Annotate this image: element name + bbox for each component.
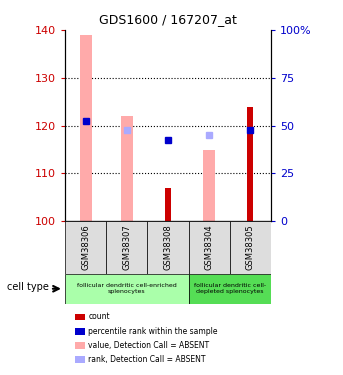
Text: follicular dendritic cell-enriched
splenocytes: follicular dendritic cell-enriched splen…	[77, 284, 177, 294]
Text: rank, Detection Call = ABSENT: rank, Detection Call = ABSENT	[88, 355, 206, 364]
Text: value, Detection Call = ABSENT: value, Detection Call = ABSENT	[88, 341, 210, 350]
Title: GDS1600 / 167207_at: GDS1600 / 167207_at	[99, 13, 237, 26]
Text: GSM38304: GSM38304	[205, 225, 214, 270]
Bar	[247, 106, 253, 221]
Bar	[165, 188, 171, 221]
Text: count: count	[88, 312, 110, 321]
Bar	[189, 221, 230, 274]
Bar	[121, 116, 133, 221]
Bar	[106, 221, 147, 274]
Text: GSM38305: GSM38305	[246, 225, 255, 270]
Bar	[230, 221, 271, 274]
Text: follicular dendritic cell-
depleted splenocytes: follicular dendritic cell- depleted sple…	[194, 284, 266, 294]
Text: GSM38308: GSM38308	[164, 225, 173, 270]
Text: GSM38306: GSM38306	[81, 225, 90, 270]
Bar	[80, 35, 92, 221]
Bar	[189, 274, 271, 304]
Text: percentile rank within the sample: percentile rank within the sample	[88, 327, 218, 336]
Bar	[203, 150, 215, 221]
Bar	[147, 221, 189, 274]
Text: cell type: cell type	[7, 282, 49, 292]
Text: GSM38307: GSM38307	[122, 225, 131, 270]
Bar	[65, 221, 106, 274]
Bar	[65, 274, 189, 304]
